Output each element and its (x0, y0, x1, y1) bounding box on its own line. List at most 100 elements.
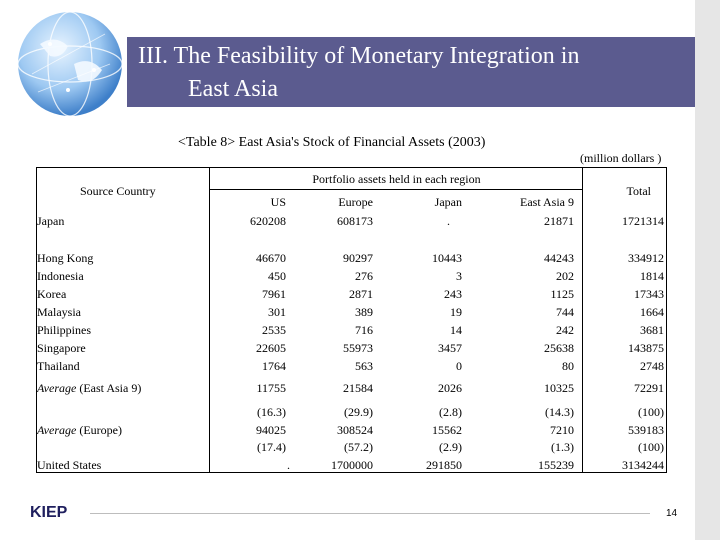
row-label-malaysia: Malaysia (37, 305, 81, 319)
kiep-logo: KIEP (28, 501, 86, 521)
row-label-singapore: Singapore (37, 341, 86, 355)
title-line-2: East Asia (188, 76, 278, 102)
singapore-us: 22605 (256, 341, 286, 355)
row-label-japan: Japan (37, 214, 65, 228)
hong-kong-east-asia-9: 44243 (544, 251, 574, 265)
us-us: . (287, 458, 290, 472)
malaysia-us: 301 (268, 305, 286, 319)
row-label-united-states: United States (37, 458, 102, 472)
col-header-europe: Europe (338, 195, 373, 209)
row-label-philippines: Philippines (37, 323, 92, 337)
row-label-korea: Korea (37, 287, 67, 301)
total-header: Total (626, 184, 652, 198)
row-label-thailand: Thailand (37, 359, 80, 373)
avg-ea-share-europe: (29.9) (344, 405, 373, 419)
thailand-east-asia-9: 80 (562, 359, 574, 373)
table-caption: <Table 8> East Asia's Stock of Financial… (178, 135, 486, 150)
avg-ea-total: 72291 (634, 381, 664, 395)
hong-kong-japan: 10443 (432, 251, 462, 265)
avg-eu-europe: 308524 (337, 423, 373, 437)
avg-eu-share-europe: (57.2) (344, 440, 373, 454)
philippines-us: 2535 (262, 323, 286, 337)
singapore-europe: 55973 (343, 341, 373, 355)
singapore-japan: 3457 (438, 341, 462, 355)
korea-total: 17343 (634, 287, 664, 301)
japan-east-asia-9: 21871 (544, 214, 574, 228)
singapore-total: 143875 (628, 341, 664, 355)
thailand-japan: 0 (456, 359, 462, 373)
indonesia-total: 1814 (640, 269, 664, 283)
thailand-us: 1764 (262, 359, 286, 373)
hong-kong-us: 46670 (256, 251, 286, 265)
table-units: (million dollars ) (580, 151, 662, 165)
row-label-average-europe: Average (Europe) (37, 421, 122, 439)
col-header-japan: Japan (434, 195, 462, 209)
japan-us: 620208 (250, 214, 286, 228)
thailand-total: 2748 (640, 359, 664, 373)
source-country-header: Source Country (80, 184, 156, 198)
malaysia-europe: 389 (355, 305, 373, 319)
philippines-east-asia-9: 242 (556, 323, 574, 337)
average-italic: Average (37, 381, 77, 395)
kiep-logo-text: KIEP (30, 504, 68, 521)
us-japan: 291850 (426, 458, 462, 472)
indonesia-east-asia-9: 202 (556, 269, 574, 283)
philippines-europe: 716 (355, 323, 373, 337)
average-italic: Average (37, 423, 77, 437)
avg-ea-share-japan: (2.8) (439, 405, 462, 419)
avg-ea-share-us: (16.3) (257, 405, 286, 419)
table-frame (36, 167, 667, 473)
korea-europe: 2871 (349, 287, 373, 301)
group-header: Portfolio assets held in each region (312, 172, 481, 186)
hong-kong-total: 334912 (628, 251, 664, 265)
us-total: 3134244 (622, 458, 664, 472)
indonesia-europe: 276 (355, 269, 373, 283)
japan-europe: 608173 (337, 214, 373, 228)
malaysia-east-asia-9: 744 (556, 305, 574, 319)
korea-us: 7961 (262, 287, 286, 301)
malaysia-japan: 19 (450, 305, 462, 319)
japan-total: 1721314 (622, 214, 664, 228)
avg-ea-share-total: (100) (638, 405, 664, 419)
japan-japan: . (447, 214, 450, 228)
globe-icon (17, 11, 123, 117)
avg-ea-us: 11755 (256, 381, 286, 395)
title-bar (127, 37, 695, 107)
avg-eu-share-east-asia-9: (1.3) (551, 440, 574, 454)
us-europe: 1700000 (331, 458, 373, 472)
slide-title: III. The Feasibility of Monetary Integra… (138, 40, 688, 106)
avg-ea-share-east-asia-9: (14.3) (545, 405, 574, 419)
average-east-asia-suffix: (East Asia 9) (76, 381, 142, 395)
avg-eu-share-us: (17.4) (257, 440, 286, 454)
row-label-average-east-asia: Average (East Asia 9) (37, 379, 141, 397)
malaysia-total: 1664 (640, 305, 664, 319)
title-line-1: III. The Feasibility of Monetary Integra… (138, 43, 580, 69)
avg-ea-europe: 21584 (343, 381, 373, 395)
page-number: 14 (666, 508, 678, 519)
avg-eu-share-japan: (2.9) (439, 440, 462, 454)
philippines-total: 3681 (640, 323, 664, 337)
avg-ea-japan: 2026 (438, 381, 462, 395)
indonesia-us: 450 (268, 269, 286, 283)
indonesia-japan: 3 (456, 269, 462, 283)
side-strip (695, 0, 720, 540)
philippines-japan: 14 (450, 323, 462, 337)
avg-ea-east-asia-9: 10325 (544, 381, 574, 395)
korea-east-asia-9: 1125 (550, 287, 574, 301)
avg-eu-total: 539183 (628, 423, 664, 437)
row-label-indonesia: Indonesia (37, 269, 84, 283)
avg-eu-japan: 15562 (432, 423, 462, 437)
avg-eu-east-asia-9: 7210 (550, 423, 574, 437)
korea-japan: 243 (444, 287, 462, 301)
col-header-us: US (270, 195, 286, 209)
row-label-hong-kong: Hong Kong (37, 251, 94, 265)
avg-eu-us: 94025 (256, 423, 286, 437)
col-header-east-asia-9: East Asia 9 (520, 195, 574, 209)
hong-kong-europe: 90297 (343, 251, 373, 265)
us-east-asia-9: 155239 (538, 458, 574, 472)
singapore-east-asia-9: 25638 (544, 341, 574, 355)
avg-eu-share-total: (100) (638, 440, 664, 454)
average-europe-suffix: (Europe) (76, 423, 122, 437)
footer-divider (90, 513, 650, 514)
thailand-europe: 563 (355, 359, 373, 373)
